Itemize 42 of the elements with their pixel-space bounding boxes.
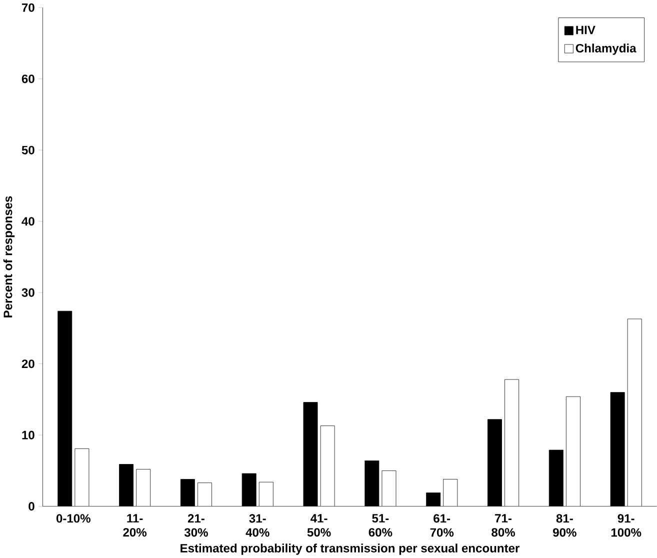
y-tick-label: 50: [22, 146, 34, 154]
x-tick-label: 41- 50%: [307, 514, 331, 536]
bar: [58, 310, 72, 506]
bar: [566, 396, 580, 506]
bar: [426, 492, 441, 506]
x-tick-label: 51- 60%: [368, 514, 392, 536]
bar: [364, 460, 380, 506]
bar: [610, 392, 625, 506]
bar: [242, 473, 256, 506]
bar: [180, 478, 195, 506]
x-tick-label: 21- 30%: [184, 514, 208, 537]
bar: [504, 379, 520, 506]
y-tick-label: 70: [22, 3, 34, 12]
bar: [198, 482, 212, 506]
x-tick-label: 61- 70%: [430, 514, 454, 537]
x-axis-title: Estimated probability of transmission per sexual encounter: [180, 544, 520, 555]
x-tick-label: 91- 100%: [611, 514, 642, 537]
y-tick-label: 30: [22, 288, 34, 297]
bar: [303, 402, 318, 506]
y-tick-label: 40: [22, 216, 34, 226]
bar: [548, 450, 564, 506]
x-tick-label: 31- 40%: [246, 514, 270, 537]
bar: [74, 448, 90, 506]
bar: [119, 464, 134, 506]
bar: [627, 318, 642, 506]
y-tick-label: 0: [28, 502, 34, 510]
y-tick-label: 10: [22, 430, 34, 440]
x-tick-label: 71- 80%: [492, 514, 515, 536]
y-tick-label: 60: [22, 74, 34, 84]
x-tick-label: 11- 20%: [123, 514, 147, 536]
legend-label: HIV: [576, 26, 596, 34]
y-tick-label: 20: [22, 359, 34, 368]
bar: [382, 470, 396, 506]
y-axis-title: Percent of responses: [3, 196, 15, 318]
bar: [136, 468, 151, 506]
bar: [443, 478, 458, 506]
x-tick-label: 0-10%: [56, 514, 90, 523]
bar: [488, 419, 502, 506]
bar: [258, 482, 274, 506]
legend-label: Chlamydia: [576, 44, 636, 55]
bar: [320, 426, 335, 506]
x-tick-label: 81- 90%: [553, 514, 576, 537]
